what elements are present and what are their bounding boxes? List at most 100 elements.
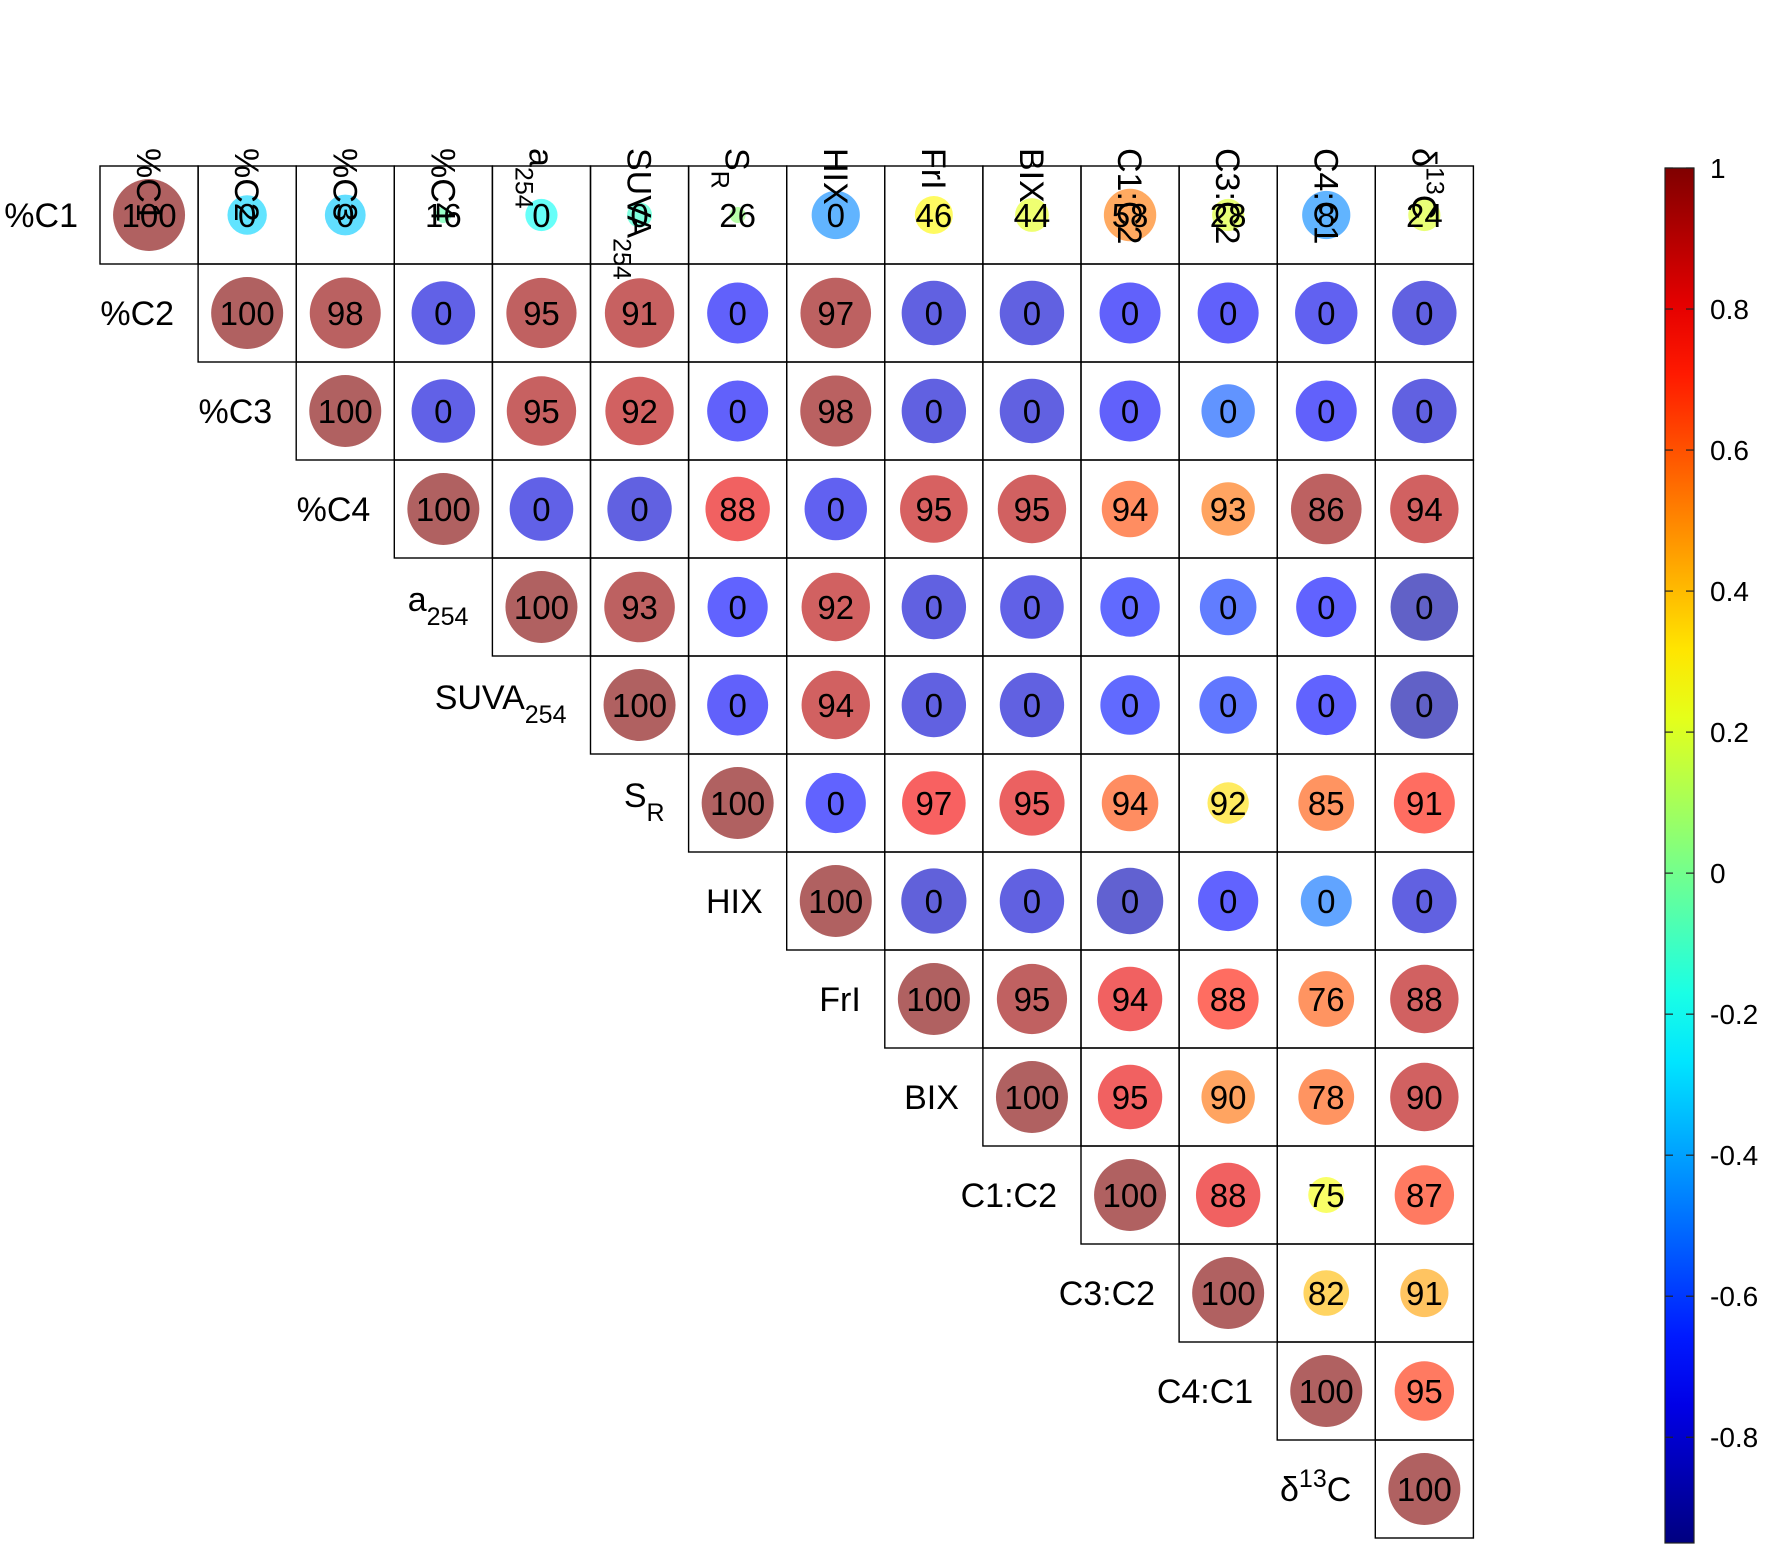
matrix-cell: 90 <box>1178 1047 1278 1147</box>
correlation-circle <box>1000 575 1064 639</box>
cell-value: 0 <box>1317 883 1335 920</box>
matrix-cell: 0 <box>687 263 788 363</box>
column-label: %C1 <box>129 148 167 222</box>
cell-value: 0 <box>1317 589 1335 626</box>
row-label: FrI <box>819 981 861 1019</box>
cell-value: 88 <box>1210 1177 1247 1214</box>
correlation-circle <box>1100 675 1160 735</box>
correlation-circle <box>1295 380 1357 442</box>
cell-value: 94 <box>1406 491 1443 528</box>
cell-value: 0 <box>925 687 943 724</box>
matrix-cell: 0 <box>687 557 788 657</box>
cell-border <box>1374 1439 1475 1539</box>
matrix-cell: 95 <box>1374 1341 1475 1441</box>
correlation-circle <box>914 196 953 234</box>
correlation-circle <box>999 868 1065 934</box>
cell-value: 0 <box>1219 295 1237 332</box>
correlation-circle <box>1390 671 1459 739</box>
correlation-circle <box>1192 1257 1265 1329</box>
cell-value: 0 <box>1317 393 1335 430</box>
cell-value: 100 <box>1004 1079 1059 1116</box>
cell-value: 0 <box>1121 393 1139 430</box>
correlation-circle <box>1195 1162 1261 1228</box>
cell-value: 91 <box>621 295 658 332</box>
cell-value: 100 <box>122 197 177 234</box>
colorbar-gradient <box>1664 167 1695 1544</box>
cell-value: 0 <box>532 197 550 234</box>
correlation-circle <box>1308 1177 1345 1213</box>
column-label: FrI <box>914 148 952 190</box>
cell-value: 0 <box>630 491 648 528</box>
cell-value: 0 <box>1317 687 1335 724</box>
matrix-cell: 76 <box>1276 949 1376 1049</box>
cell-value: 92 <box>1210 785 1247 822</box>
row-label: %C1 <box>4 197 78 235</box>
cell-value: 0 <box>827 197 845 234</box>
correlation-circle <box>309 277 381 349</box>
cell-value: 94 <box>1112 981 1149 1018</box>
cell-value: 0 <box>1317 295 1335 332</box>
correlation-circle <box>805 772 866 834</box>
correlation-circle <box>324 194 366 236</box>
cell-value: 0 <box>1415 687 1433 724</box>
correlation-circle <box>1394 1361 1455 1421</box>
matrix-cell: 98 <box>786 361 886 461</box>
correlation-circle <box>1015 198 1049 232</box>
matrix-cell: 0 <box>884 557 984 657</box>
correlation-circle <box>604 571 675 643</box>
correlation-circle <box>1212 198 1245 232</box>
correlation-circle <box>607 476 672 542</box>
cell-value: 90 <box>1406 1079 1443 1116</box>
matrix-cell: 26 <box>687 165 788 265</box>
correlation-circle <box>411 379 476 443</box>
cell-value: 95 <box>523 393 560 430</box>
row-label: %C2 <box>100 295 174 333</box>
matrix-cell: 100 <box>1178 1243 1278 1343</box>
cell-value: 28 <box>1210 197 1247 234</box>
cell-value: 58 <box>1112 197 1149 234</box>
cell-value: 100 <box>416 491 471 528</box>
correlation-circle <box>1097 966 1163 1032</box>
cell-value: 76 <box>1308 981 1345 1018</box>
correlation-circle <box>1197 968 1259 1030</box>
colorbar: 1 0.8 0.6 0.4 0.2 0 -0.2 -0.4 -0.6 -0.8 <box>1664 153 1758 1544</box>
cell-value: 0 <box>1023 393 1041 430</box>
matrix-cell: 78 <box>1276 1047 1376 1147</box>
row-label: HIX <box>706 883 763 921</box>
matrix-cell: 95 <box>884 459 984 559</box>
cell-value: 24 <box>1406 197 1443 234</box>
correlation-circle <box>1390 474 1459 544</box>
matrix-cell: 0 <box>1276 557 1376 657</box>
matrix-cell: 94 <box>1080 459 1180 559</box>
cell-value: 98 <box>817 393 854 430</box>
cell-value: 44 <box>1014 197 1051 234</box>
matrix-cell: 95 <box>491 263 592 363</box>
correlation-circle <box>900 475 968 543</box>
matrix-cell: 0 <box>393 361 494 461</box>
matrix-cell: 100 <box>982 1047 1082 1147</box>
matrix-cell: 58 <box>1080 165 1180 265</box>
cell-value: 98 <box>327 295 364 332</box>
cell-value: 0 <box>1219 883 1237 920</box>
correlation-circle <box>999 280 1065 346</box>
matrix-cell: 0 <box>982 655 1082 755</box>
cell-value: 88 <box>1406 981 1443 1018</box>
correlation-circle <box>1298 971 1355 1027</box>
column-label: C4:C1 <box>1306 148 1344 244</box>
row-label: a254 <box>408 581 469 631</box>
correlation-circle <box>1101 774 1159 832</box>
column-label: BIX <box>1012 148 1050 203</box>
matrix-cell: 93 <box>1178 459 1278 559</box>
matrix-cell: 100 <box>1374 1439 1475 1539</box>
matrix-cell: 100 <box>687 753 788 853</box>
matrix-cell: 0 <box>982 851 1082 951</box>
cell-value: 0 <box>532 491 550 528</box>
matrix-cell: 100 <box>393 459 494 559</box>
correlation-circle <box>800 375 872 447</box>
matrix-cell: 0 <box>982 557 1082 657</box>
correlation-circle <box>1198 870 1259 932</box>
matrix-cell: 86 <box>1276 459 1376 559</box>
cell-value: 0 <box>1023 295 1041 332</box>
colorbar-tick-label: 0 <box>1710 858 1726 889</box>
correlation-circle <box>1392 868 1457 934</box>
